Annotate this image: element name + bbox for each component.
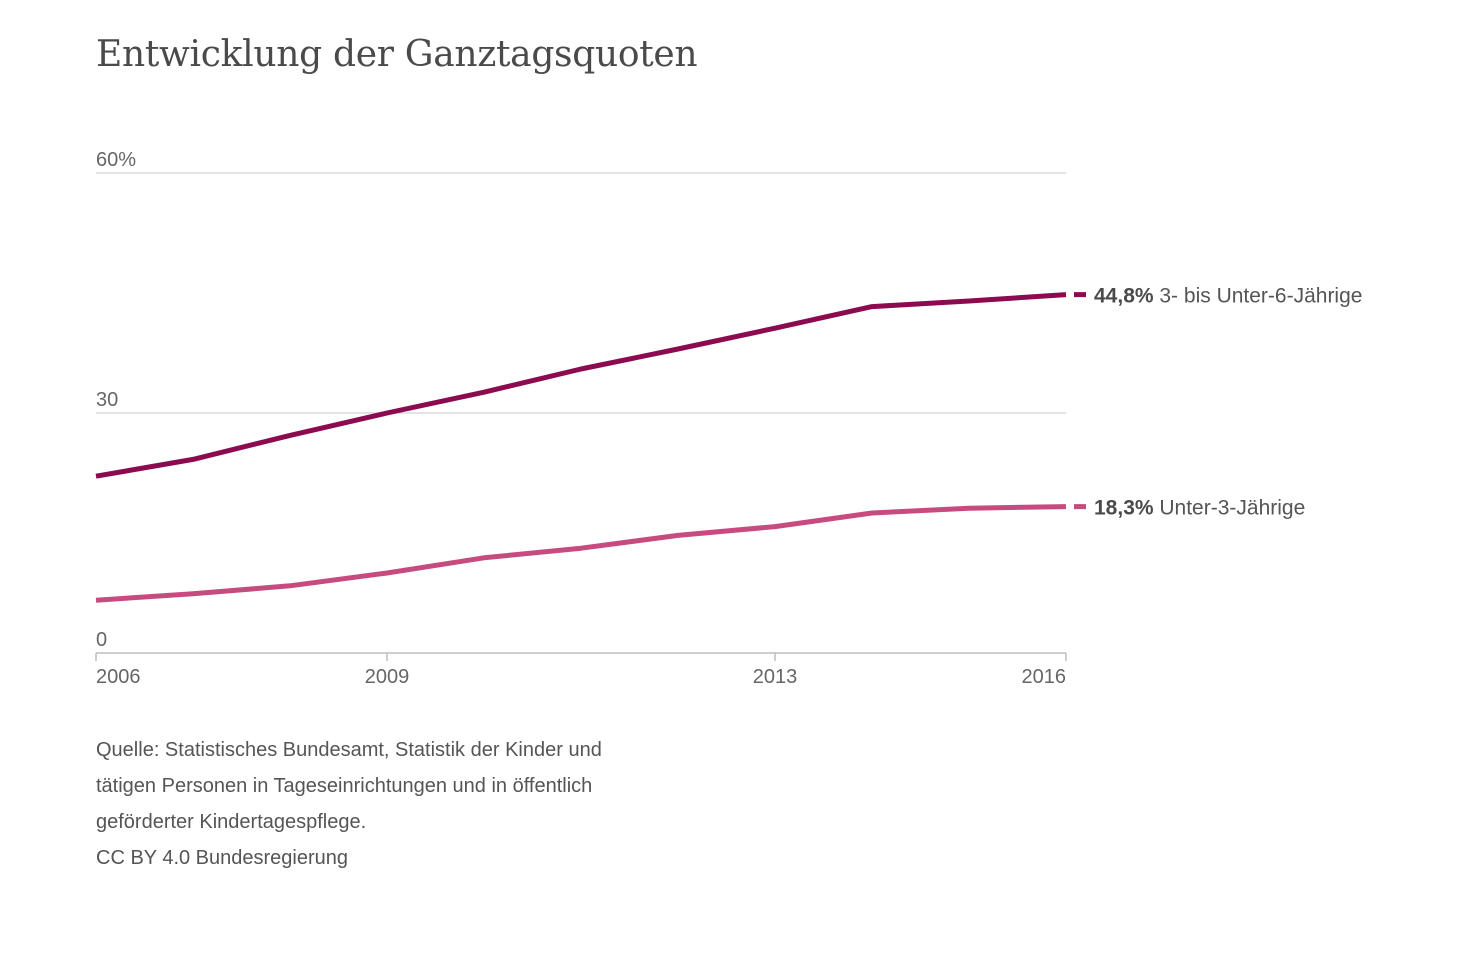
- source-line: geförderter Kindertagespflege.: [96, 811, 367, 833]
- x-tick-label: 2013: [753, 666, 798, 688]
- line-chart: 0 30 60% 2006 2009 2013 2016 44,8% 3- bis Unte…: [95, 149, 1362, 688]
- axis-ticks: 0 30 60% 2006 2009 2013 2016: [95, 149, 1067, 688]
- series-value-label: 18,3%: [1094, 497, 1154, 520]
- y-tick-label: 60%: [96, 149, 136, 171]
- chart-title: Entwicklung der Ganztagsquoten: [96, 34, 698, 75]
- series-name-label: Unter-3-Jährige: [1154, 497, 1306, 520]
- series-name-label: 3- bis Unter-6-Jährige: [1154, 285, 1363, 308]
- source-line: tätigen Personen in Tageseinrichtungen u…: [96, 775, 593, 797]
- series-lines: [95, 292, 1067, 603]
- series-end-labels: 44,8% 3- bis Unter-6-Jährige 18,3% Unter-…: [1074, 285, 1362, 520]
- license-line: CC BY 4.0 Bundesregierung: [96, 847, 349, 869]
- series-end-label: 44,8% 3- bis Unter-6-Jährige: [1094, 285, 1362, 308]
- y-tick-label: 0: [96, 629, 107, 651]
- series-end-label: 18,3% Unter-3-Jährige: [1094, 497, 1305, 520]
- grid-lines: [96, 172, 1066, 654]
- series-line-0: [95, 292, 1067, 479]
- x-tick-label: 2016: [1022, 666, 1067, 688]
- source-note: Quelle: Statistisches Bundesamt, Statist…: [96, 732, 696, 876]
- x-tick-label: 2006: [96, 666, 141, 688]
- series-line-1: [95, 504, 1067, 603]
- x-tick-label: 2009: [365, 666, 410, 688]
- series-value-label: 44,8%: [1094, 285, 1154, 308]
- source-line: Quelle: Statistisches Bundesamt, Statist…: [96, 739, 602, 761]
- y-tick-label: 30: [96, 389, 118, 411]
